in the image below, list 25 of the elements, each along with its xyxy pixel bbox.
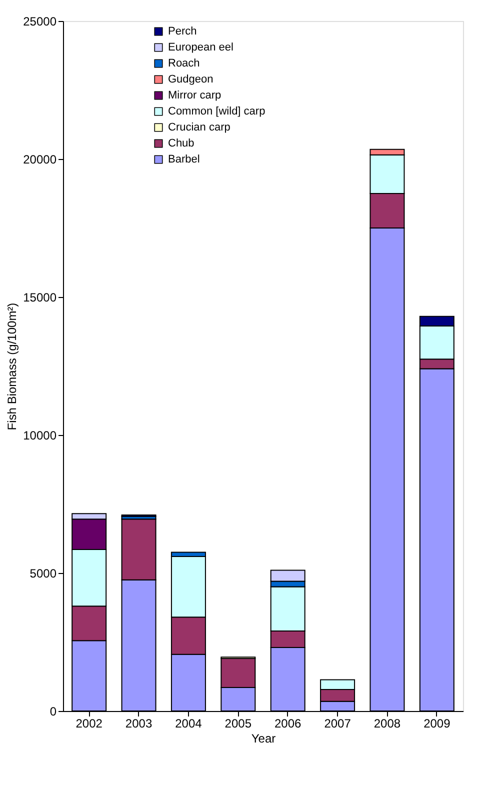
- x-tick-label: 2008: [374, 716, 401, 730]
- y-axis-title: Fish Biomass (g/100m²): [5, 302, 20, 430]
- y-tick-label: 10000: [23, 428, 57, 442]
- legend-label: Barbel: [168, 154, 200, 166]
- legend-label: Crucian carp: [168, 122, 230, 134]
- y-tick-label: 15000: [23, 290, 57, 304]
- y-tick-label: 25000: [23, 14, 57, 28]
- legend-label: Gudgeon: [168, 74, 214, 86]
- x-tick-label: 2007: [324, 716, 352, 730]
- legend-label: Roach: [168, 58, 200, 70]
- x-tick-label: 2002: [76, 716, 103, 730]
- y-tick-label: 5000: [30, 566, 57, 580]
- x-tick-label: 2005: [224, 716, 252, 730]
- y-tick-label: 20000: [23, 152, 57, 166]
- legend-label: Chub: [168, 138, 194, 150]
- legend-label: Common [wild] carp: [168, 106, 266, 118]
- legend-label: European eel: [168, 42, 234, 54]
- legend-label: Mirror carp: [168, 90, 222, 102]
- x-tick-label: 2009: [424, 716, 451, 730]
- y-tick-label: 0: [50, 704, 57, 718]
- x-tick-label: 2004: [175, 716, 202, 730]
- legend-label: Perch: [168, 26, 197, 38]
- x-axis-title: Year: [251, 732, 276, 746]
- x-tick-label: 2006: [274, 716, 302, 730]
- x-tick-label: 2003: [125, 716, 152, 730]
